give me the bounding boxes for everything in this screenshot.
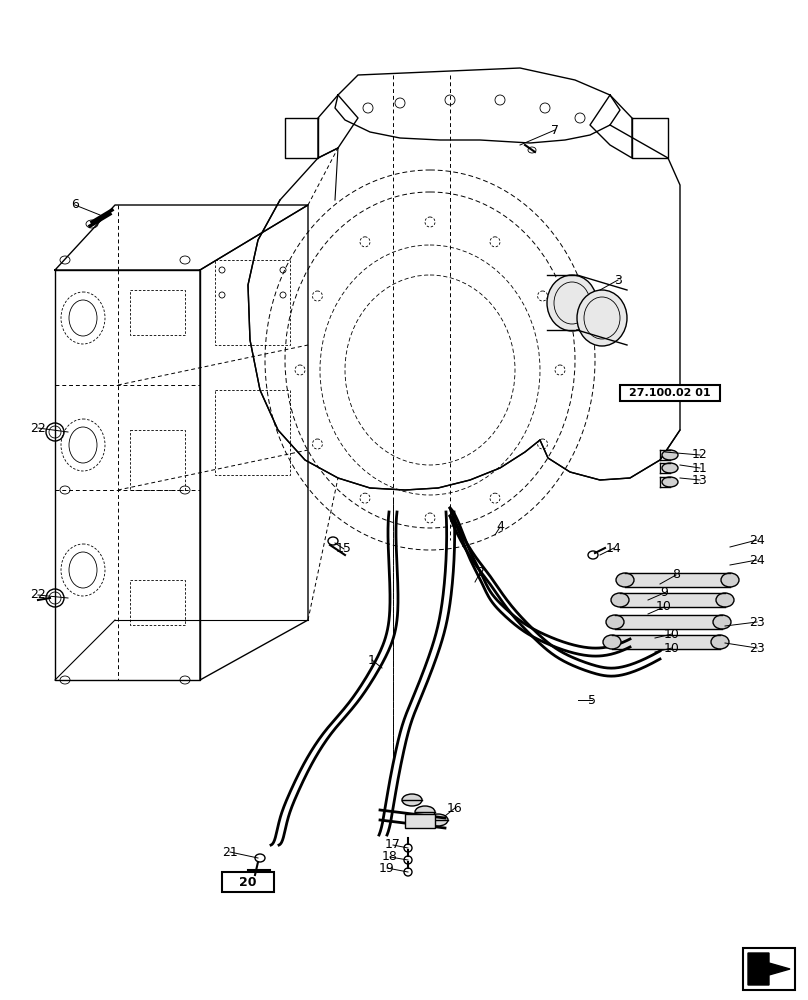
Bar	[130, 430, 185, 490]
Ellipse shape	[402, 794, 422, 806]
Text: 3: 3	[614, 273, 622, 286]
Text: 5: 5	[588, 694, 596, 706]
Text: 6: 6	[71, 198, 79, 212]
Text: 17: 17	[385, 838, 401, 852]
Ellipse shape	[616, 573, 634, 587]
Ellipse shape	[662, 450, 678, 460]
Ellipse shape	[662, 477, 678, 487]
Text: 24: 24	[749, 534, 765, 546]
Bar	[215, 260, 290, 345]
Text: 22: 22	[30, 588, 46, 601]
Bar	[130, 290, 185, 335]
Bar	[215, 390, 290, 475]
Text: 16: 16	[447, 802, 463, 814]
Ellipse shape	[611, 593, 629, 607]
Polygon shape	[620, 593, 725, 607]
Text: 20: 20	[239, 876, 257, 888]
Ellipse shape	[428, 814, 448, 826]
Text: 8: 8	[672, 568, 680, 582]
Ellipse shape	[603, 635, 621, 649]
Bar	[222, 872, 274, 892]
Text: 21: 21	[222, 846, 238, 858]
Text: 2: 2	[476, 566, 484, 580]
Ellipse shape	[711, 635, 729, 649]
Bar	[620, 385, 720, 401]
Bar	[405, 814, 435, 828]
Polygon shape	[625, 573, 730, 587]
Text: 4: 4	[496, 520, 504, 534]
Ellipse shape	[713, 615, 731, 629]
Ellipse shape	[606, 615, 624, 629]
Text: 10: 10	[656, 600, 672, 613]
Ellipse shape	[547, 275, 597, 331]
Text: 23: 23	[749, 642, 765, 654]
Polygon shape	[615, 615, 722, 629]
Ellipse shape	[716, 593, 734, 607]
Bar	[743, 948, 795, 990]
Text: 18: 18	[382, 850, 398, 863]
Polygon shape	[612, 635, 720, 649]
Text: 19: 19	[379, 861, 395, 874]
Text: 15: 15	[336, 542, 352, 556]
Text: 12: 12	[692, 448, 708, 462]
Text: 10: 10	[664, 628, 680, 641]
Polygon shape	[748, 953, 790, 985]
Ellipse shape	[721, 573, 739, 587]
Text: 13: 13	[692, 474, 708, 487]
Text: 14: 14	[606, 542, 622, 554]
Text: 7: 7	[551, 123, 559, 136]
Ellipse shape	[662, 463, 678, 473]
Text: 23: 23	[749, 615, 765, 629]
Bar	[130, 580, 185, 625]
Ellipse shape	[577, 290, 627, 346]
Text: 27.100.02 01: 27.100.02 01	[629, 388, 711, 398]
Text: 1: 1	[368, 654, 376, 666]
Text: 24: 24	[749, 554, 765, 566]
Text: 9: 9	[660, 586, 668, 599]
Ellipse shape	[415, 806, 435, 818]
Text: 10: 10	[664, 642, 680, 654]
Text: 22: 22	[30, 422, 46, 434]
Text: 11: 11	[692, 462, 708, 475]
